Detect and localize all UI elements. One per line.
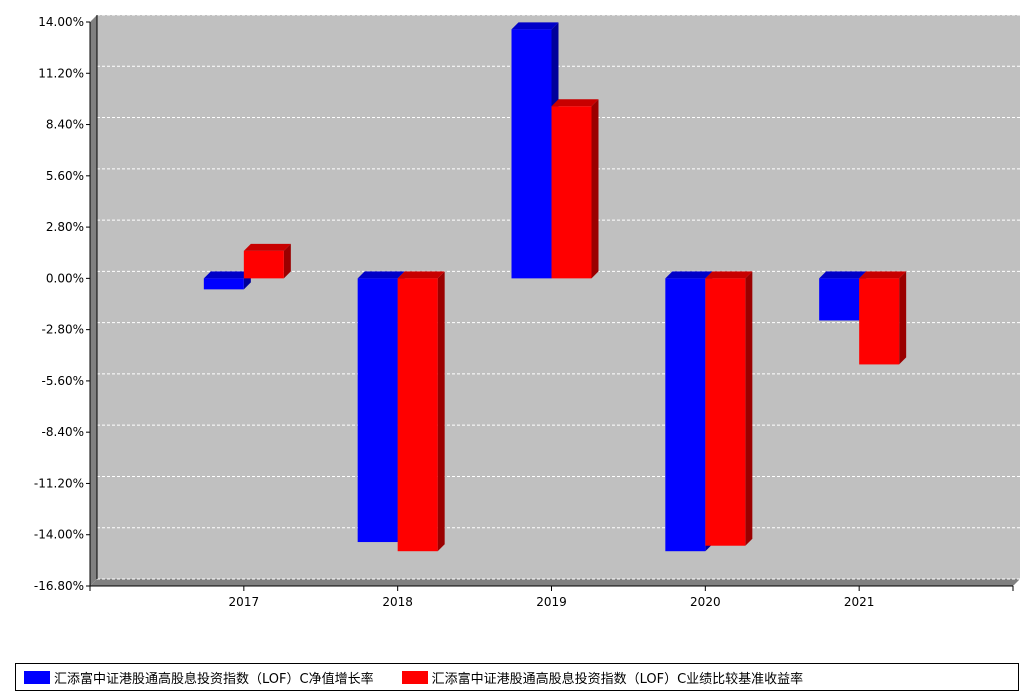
x-tick-label: 2021 [844, 595, 875, 609]
bar-front-face [859, 278, 900, 365]
y-tick-label: -14.00% [34, 528, 84, 542]
bar-side-face [899, 271, 907, 365]
bar-front-face [551, 106, 592, 279]
bar-side-face [283, 243, 291, 279]
y-tick-label: 14.00% [38, 15, 84, 29]
bar-benchmark-2020 [705, 271, 753, 546]
bar-benchmark-2021 [859, 271, 907, 365]
legend-item-series-2: 汇添富中证港股通高股息投资指数（LOF）C业绩比较基准收益率 [401, 668, 804, 687]
legend-item-series-1: 汇添富中证港股通高股息投资指数（LOF）C净值增长率 [24, 668, 374, 687]
bar-top-face [203, 271, 251, 279]
bar-front-face [511, 29, 552, 279]
bar-top-face [819, 271, 867, 279]
bar-front-face [819, 278, 860, 321]
bar-front-face [357, 278, 398, 543]
plot-side-wall [90, 15, 97, 586]
bar-side-face [745, 271, 753, 546]
bar-top-face [665, 271, 713, 279]
bar-nav-growth-2019 [511, 22, 559, 279]
y-tick-labels: 14.00% 11.20% 8.40% 5.60% 2.80% 0.00% -2.80% -5… [34, 15, 84, 593]
bar-top-face [511, 22, 559, 30]
y-tick-label: 0.00% [46, 271, 84, 285]
bar-front-face [665, 278, 706, 552]
y-tick-label: 11.20% [38, 66, 84, 80]
bar-nav-growth-2021 [819, 271, 867, 321]
legend-swatch-series-1 [24, 670, 50, 684]
bar-top-face [859, 271, 907, 279]
bar-nav-growth-2018 [357, 271, 405, 543]
x-tick-label: 2019 [536, 595, 567, 609]
bar-benchmark-2019 [551, 99, 599, 279]
bar-front-face [397, 278, 438, 552]
bar-top-face [551, 99, 599, 107]
bar-side-face [591, 99, 599, 279]
axes-layer [86, 15, 1014, 591]
bar-top-face [243, 243, 291, 251]
bar-nav-growth-2017 [203, 271, 251, 290]
legend-swatch-series-2 [401, 670, 428, 684]
legend: 汇添富中证港股通高股息投资指数（LOF）C净值增长率 汇添富中证港股通高股息投资… [15, 663, 1019, 691]
y-tick-label: 5.60% [46, 169, 84, 183]
y-tick-label: 8.40% [46, 118, 84, 132]
x-tick-label: 2018 [382, 595, 413, 609]
y-tick-label: -8.40% [42, 425, 84, 439]
y-tick-label: -16.80% [34, 579, 84, 593]
bars-layer [203, 22, 907, 552]
x-tick-label: 2020 [690, 595, 721, 609]
bar-benchmark-2017 [243, 243, 291, 279]
x-tick-labels: 2017 2018 2019 2020 2021 [229, 595, 875, 609]
y-tick-label: -2.80% [42, 323, 84, 337]
y-tick-label: -11.20% [34, 476, 84, 490]
bar-nav-growth-2020 [665, 271, 713, 552]
x-tick-label: 2017 [229, 595, 260, 609]
bar-top-face [705, 271, 753, 279]
bar-top-face [397, 271, 445, 279]
bar-front-face [243, 250, 284, 279]
y-tick-label: -5.60% [42, 374, 84, 388]
legend-label-series-1: 汇添富中证港股通高股息投资指数（LOF）C净值增长率 [54, 671, 374, 687]
bar-side-face [437, 271, 445, 552]
bar-front-face [203, 278, 244, 290]
y-tick-label: 2.80% [46, 220, 84, 234]
legend-label-series-2: 汇添富中证港股通高股息投资指数（LOF）C业绩比较基准收益率 [431, 671, 804, 687]
bar-top-face [357, 271, 405, 279]
bar-front-face [705, 278, 746, 546]
plot-floor [90, 579, 1020, 586]
bar-benchmark-2018 [397, 271, 445, 552]
